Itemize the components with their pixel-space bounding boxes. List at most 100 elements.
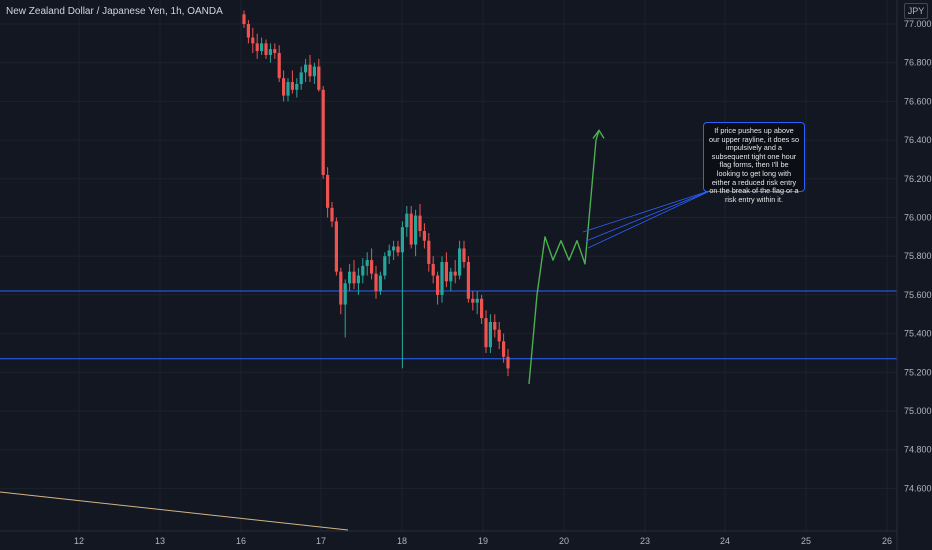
candle-body [458, 248, 462, 276]
price-tick-label: 75.200 [904, 367, 932, 377]
price-tick-label: 75.400 [904, 329, 932, 339]
candle-body [273, 49, 277, 54]
candle-body [326, 174, 330, 208]
trendline[interactable] [0, 491, 349, 531]
candle-body [422, 231, 426, 241]
candle-body [378, 275, 382, 292]
currency-label[interactable]: JPY [904, 3, 928, 19]
price-tick-label: 75.600 [904, 290, 932, 300]
callout-pointer [587, 189, 713, 249]
candle-body [321, 89, 325, 175]
time-tick-label: 20 [559, 536, 569, 546]
candle-body [330, 207, 334, 222]
candle-body [440, 262, 444, 295]
candle-body [317, 66, 321, 90]
callout-pointer [582, 189, 713, 233]
candle-body [502, 341, 506, 357]
time-tick-label: 26 [882, 536, 892, 546]
projection-arrowhead [592, 129, 605, 139]
candle-body [427, 240, 431, 264]
candle-body [299, 72, 303, 84]
time-tick-label: 25 [801, 536, 811, 546]
candle-body [405, 213, 409, 228]
candle-body [436, 275, 440, 295]
candle-body [506, 356, 510, 369]
candle-body [277, 53, 281, 79]
candle-body [282, 78, 286, 96]
price-tick-label: 76.800 [904, 58, 932, 68]
time-tick-label: 24 [720, 536, 730, 546]
candle-body [334, 221, 338, 272]
time-tick-label: 18 [397, 536, 407, 546]
candle-body [251, 37, 255, 44]
candle-body [480, 298, 484, 319]
candle-body [418, 215, 422, 232]
time-tick-label: 17 [316, 536, 326, 546]
candle-body [466, 262, 470, 299]
candle-body [308, 64, 312, 77]
candle-body [260, 43, 264, 52]
candle-body [387, 250, 391, 257]
candle-body [370, 260, 374, 274]
price-tick-label: 74.600 [904, 483, 932, 493]
price-tick-label: 76.000 [904, 213, 932, 223]
candle-body [396, 246, 400, 253]
price-tick-label: 77.000 [904, 19, 932, 29]
candles [242, 10, 510, 377]
candle-body [383, 256, 387, 276]
trendline-segment[interactable] [0, 491, 349, 531]
candle-body [484, 318, 488, 348]
candle-body [392, 246, 396, 251]
price-tick-label: 76.400 [904, 135, 932, 145]
candle-body [356, 275, 360, 284]
price-axis[interactable]: 77.000 76.800 76.600 76.400 76.200 76.000 75.8… [904, 19, 932, 493]
price-tick-label: 75.800 [904, 251, 932, 261]
candle-body [268, 49, 272, 55]
candle-body [449, 271, 453, 282]
callout-pointer [585, 189, 713, 242]
candle-body [374, 273, 378, 292]
candle-body [264, 43, 268, 55]
raylines[interactable] [0, 290, 897, 360]
candle-body [488, 321, 492, 348]
candle-body [409, 213, 413, 245]
time-axis[interactable]: 12 13 16 17 18 19 20 23 24 25 26 [74, 536, 892, 546]
candle-body [343, 283, 347, 305]
candle-body [400, 227, 404, 253]
price-tick-label: 76.200 [904, 174, 932, 184]
candle-body [462, 248, 466, 263]
candle-body [365, 260, 369, 266]
candle-body [242, 14, 246, 24]
price-tick-label: 76.600 [904, 96, 932, 106]
candle-body [497, 329, 501, 342]
candle-body [352, 271, 356, 284]
candle-body [304, 64, 308, 73]
symbol-title: New Zealand Dollar / Japanese Yen, 1h, O… [6, 6, 223, 17]
candle-body [453, 271, 457, 276]
candle-body [414, 215, 418, 245]
candle-body [431, 263, 435, 276]
candle-body [295, 83, 299, 90]
candle-body [444, 262, 448, 282]
candle-body [471, 298, 475, 303]
time-tick-label: 23 [640, 536, 650, 546]
projection-drawing[interactable] [528, 129, 713, 384]
annotation-note[interactable]: If price pushes up above our upper rayli… [703, 122, 805, 204]
candle-body [255, 43, 259, 52]
candle-body [290, 82, 294, 90]
candle-body [312, 66, 316, 77]
candle-body [339, 271, 343, 305]
candle-body [348, 271, 352, 284]
time-tick-label: 12 [74, 536, 84, 546]
price-tick-label: 75.000 [904, 406, 932, 416]
time-tick-label: 13 [155, 536, 165, 546]
projection-path[interactable] [528, 130, 600, 384]
candle-body [493, 321, 497, 330]
candle-body [475, 298, 479, 303]
price-tick-label: 74.800 [904, 445, 932, 455]
time-tick-label: 19 [478, 536, 488, 546]
candle-body [286, 82, 290, 96]
candle-body [361, 265, 365, 276]
